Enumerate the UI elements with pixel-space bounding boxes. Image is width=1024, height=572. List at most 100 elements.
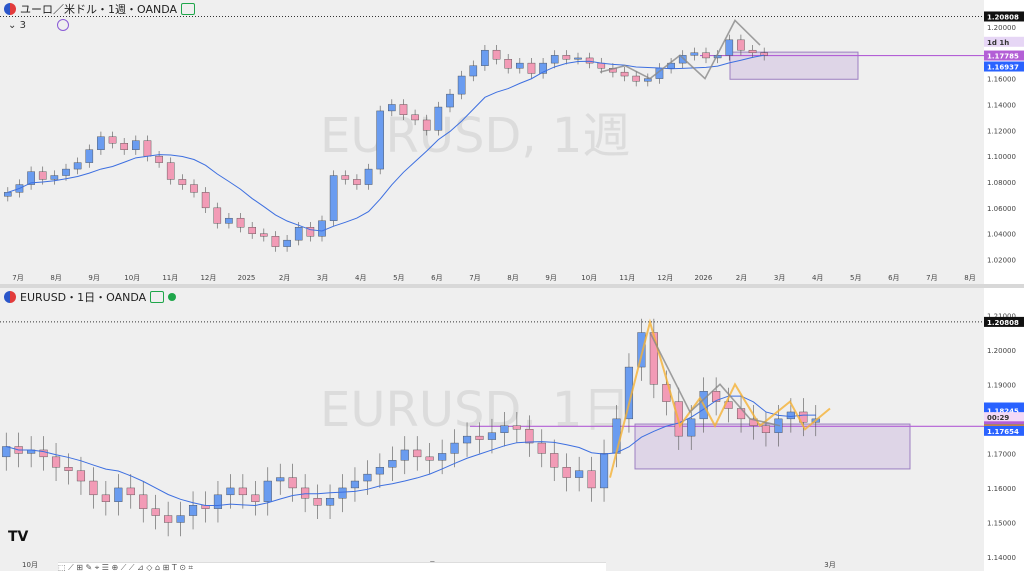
indicator-settings-icon[interactable] [57,19,70,31]
candle-body [516,62,524,69]
daily-chart-pane[interactable]: EURUSD・1日・OANDA EURUSD, 1日 1.21000 1.20000… [0,288,1024,571]
candle-body [487,432,497,440]
candle-body [411,114,419,121]
price-tick-label: 1.16000 [987,76,1016,84]
time-tick-label: 9月 [545,274,556,282]
time-tick-label: 8月 [507,274,518,282]
candle-body [62,168,70,176]
candle-body [786,411,795,420]
candle-body [413,449,422,458]
candle-body [51,456,61,468]
price-tag-label: 1.18245 [987,407,1019,415]
time-tick-label: 2026 [695,274,713,282]
live-dot-icon [168,293,177,301]
candle-body [155,155,163,163]
candle-body [143,140,152,157]
time-tick-label: 3月 [774,274,785,282]
candle-body [550,453,559,468]
candle-body [139,494,148,509]
candle-body [438,453,447,461]
weekly-chart-header[interactable]: ユーロ／米ドル・1週・OANDA [4,1,196,17]
time-tick-label: 3月 [317,274,328,282]
candle-body [612,418,621,454]
time-tick-label: 6月 [431,274,442,282]
price-tick-label: 1.20000 [987,24,1016,32]
time-tick-label: 4月 [355,274,366,282]
market-status-icon[interactable] [150,291,165,303]
candle-body [457,75,466,95]
chart-watermark: EURUSD, 1日 [320,382,630,438]
time-tick-label: 8月 [50,274,61,282]
daily-chart-canvas[interactable]: EURUSD, 1日1.210001.200001.190001.180001.… [0,288,1024,571]
candle-body [201,192,210,209]
candle-body [263,480,272,502]
pane-divider[interactable] [0,284,1024,288]
candle-body [4,192,12,197]
candle-body [213,207,222,224]
candle-body [399,104,408,116]
moving-average-line [7,54,765,232]
price-tag-label: 1.17785 [987,53,1019,61]
price-tick-label: 1.12000 [987,127,1016,135]
time-tick-label: 4月 [812,274,823,282]
time-tick-label: 11月 [619,274,635,282]
candle-body [313,498,322,506]
drawing-toolbar[interactable]: ⬚ ⟋ ⊞ ✎ ⌖ ☰ ⊕ ⟋ ⟋ ⊿ ◇ ⌂ ⊞ T ⊙ ⌗ [58,562,606,572]
candle-body [422,119,431,131]
candle-body [260,233,268,237]
weekly-chart-title[interactable]: ユーロ／米ドル・1週・OANDA [20,3,178,16]
candle-body [525,429,534,444]
candle-body [251,494,260,502]
market-status-icon[interactable] [181,3,196,15]
candle-body [178,179,187,185]
daily-chart-title[interactable]: EURUSD・1日・OANDA [20,291,147,304]
chevron-down-icon[interactable]: ⌄ [8,20,17,31]
candle-body [126,487,135,496]
toolbar-icons[interactable]: ⬚ ⟋ ⊞ ✎ ⌖ ☰ ⊕ ⟋ ⟋ ⊿ ◇ ⌂ ⊞ T ⊙ ⌗ [58,563,194,572]
candle-body [225,217,233,224]
price-tick-label: 1.21000 [987,312,1016,320]
time-tick-label: 8月 [964,274,975,282]
candle-body [574,57,582,60]
time-tick-label: 6月 [888,274,899,282]
candle-body [562,467,571,478]
time-tick-label: 3月 [824,561,835,569]
price-tag [984,61,1024,72]
price-tick-label: 1.14000 [987,101,1016,109]
indicator-count: 3 [19,20,26,31]
candle-body [164,515,173,523]
zigzag-line [609,318,831,478]
candle-body [120,143,128,150]
candle-body [329,175,338,221]
candle-body [725,39,734,56]
price-tick-label: 1.08000 [987,179,1016,187]
indicator-toggle[interactable]: ⌄ 3 [8,19,70,31]
candle-body [341,175,350,180]
candle-body [50,175,59,180]
price-tick-label: 1.14000 [987,554,1016,562]
candle-body [238,487,247,496]
zigzag-line-2 [599,19,761,80]
candle-body [97,136,105,150]
candle-body [76,470,86,482]
price-tick-label: 1.10000 [987,153,1016,161]
weekly-chart-pane[interactable]: ユーロ／米ドル・1週・OANDA ⌄ 3 EURUSD, 1週 1.20000 1.… [0,0,1024,284]
candle-body [301,487,310,499]
price-tag [984,425,1024,436]
candle-body [248,227,256,234]
candle-body [151,508,160,516]
price-axis [984,0,1024,284]
candle-body [450,442,459,454]
tradingview-logo-icon[interactable]: TV [8,529,29,545]
candle-body [271,236,280,247]
candle-body [166,162,175,180]
candle-body [114,487,123,502]
candle-body [446,93,454,108]
weekly-chart-canvas[interactable]: EURUSD, 1週1.200001.180001.160001.140001.… [0,0,1024,284]
zigzag-line-2 [649,332,781,427]
time-tick-label: 5月 [850,274,861,282]
candle-body [492,49,501,60]
daily-chart-header[interactable]: EURUSD・1日・OANDA [4,289,177,305]
time-tick-label: 2月 [736,274,747,282]
candle-body [425,456,434,461]
